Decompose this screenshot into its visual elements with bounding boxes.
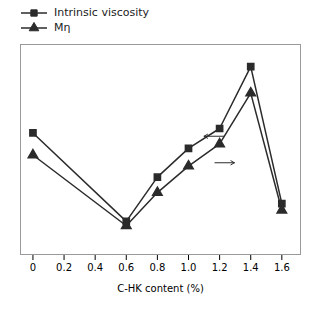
svg-text:0.8: 0.8 <box>149 262 165 273</box>
html-text:Intrinsic viscosity: Intrinsic viscosity <box>54 6 150 19</box>
svg-text:0.2: 0.2 <box>56 262 72 273</box>
svg-text:0: 0 <box>30 262 36 273</box>
svg-text:0.6: 0.6 <box>118 262 134 273</box>
html-text:Mη: Mη <box>54 21 71 34</box>
svg-text:1.4: 1.4 <box>243 262 259 273</box>
svg-text:0.4: 0.4 <box>87 262 103 273</box>
svg-text:1.2: 1.2 <box>212 262 228 273</box>
svg-text:C-HK content (%): C-HK content (%) <box>117 283 204 294</box>
svg-text:1.6: 1.6 <box>274 262 290 273</box>
svg-text:1.0: 1.0 <box>181 262 197 273</box>
